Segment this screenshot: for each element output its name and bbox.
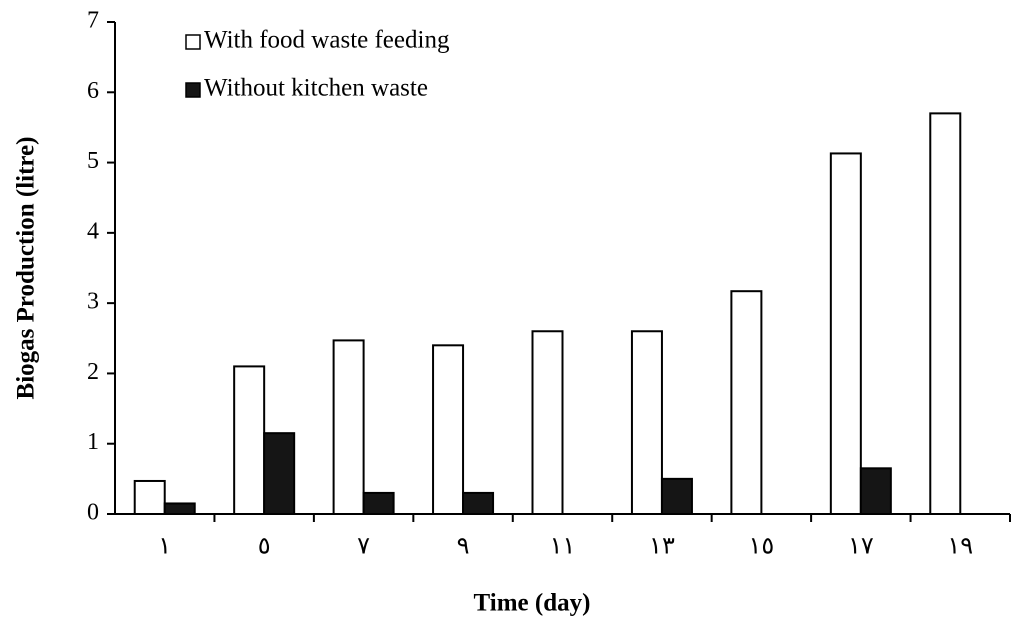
bar: [630, 330, 663, 515]
y-tick-label: 4: [87, 218, 99, 244]
legend-swatch: [185, 34, 201, 50]
legend-swatch: [185, 82, 201, 98]
bar: [233, 365, 266, 515]
bar: [859, 467, 892, 516]
y-tick-label: 3: [87, 289, 99, 315]
x-tick-label: ٩: [457, 534, 470, 560]
bar: [263, 432, 296, 515]
y-tick-label: 6: [87, 78, 99, 104]
x-axis-title: Time (day): [474, 590, 591, 617]
x-tick-label: ٧: [357, 534, 370, 560]
y-tick-label: 2: [87, 359, 99, 385]
x-tick-label: ١٩: [947, 534, 973, 560]
x-tick-label: ١٣: [649, 534, 675, 560]
x-tick-label: ١١: [550, 534, 576, 560]
y-axis-title: Biogas Production (litre): [13, 137, 40, 400]
bar: [730, 290, 763, 515]
y-tick-label: 5: [87, 148, 99, 174]
legend-label: Without kitchen waste: [204, 75, 428, 102]
x-tick-label: ١: [158, 534, 171, 560]
bar: [362, 491, 395, 515]
x-tick-label: ١٥: [748, 534, 774, 560]
y-tick-label: 7: [87, 8, 99, 34]
bar: [660, 477, 693, 516]
bar: [332, 339, 365, 515]
bar: [531, 330, 564, 515]
bar: [829, 152, 862, 515]
bar: [929, 112, 962, 515]
y-tick-label: 1: [87, 429, 99, 455]
x-tick-label: ٥: [258, 534, 271, 560]
bar: [432, 344, 465, 516]
bar: [462, 491, 495, 515]
bar: [133, 479, 166, 516]
y-tick-label: 0: [87, 500, 99, 526]
bar: [163, 502, 196, 516]
legend-label: With food waste feeding: [204, 27, 450, 54]
x-tick-label: ١٧: [848, 534, 874, 560]
